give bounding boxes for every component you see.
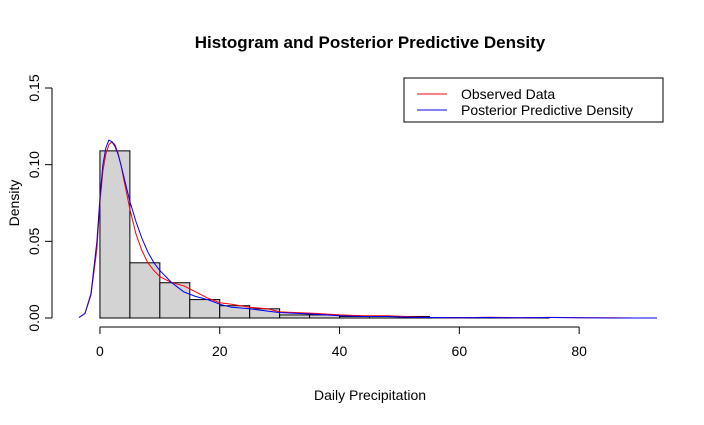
histogram-bar: [249, 308, 281, 319]
legend: Observed Data Posterior Predictive Densi…: [403, 77, 664, 123]
y-tick-label: 0.10: [26, 151, 42, 178]
x-tick-label: 60: [452, 343, 468, 359]
histogram-bar: [279, 314, 311, 319]
histogram-bar: [129, 262, 161, 319]
histogram-bar: [159, 282, 191, 319]
y-axis: 0.00 0.05 0.10 0.15: [26, 74, 53, 332]
x-axis: 0 20 40 60 80: [96, 326, 587, 359]
y-tick-label: 0.00: [26, 304, 42, 331]
histogram-bars: [99, 150, 550, 319]
legend-label-posterior: Posterior Predictive Density: [461, 102, 633, 118]
x-tick-label: 0: [96, 343, 104, 359]
x-tick-label: 40: [332, 343, 348, 359]
legend-box: [403, 77, 664, 123]
x-tick-label: 20: [212, 343, 228, 359]
posterior-density-line: [78, 139, 657, 319]
density-lines: [78, 139, 657, 319]
x-tick-label: 80: [571, 343, 587, 359]
y-tick-label: 0.15: [26, 74, 42, 101]
chart-title: Histogram and Posterior Predictive Densi…: [195, 33, 546, 52]
legend-label-observed: Observed Data: [461, 86, 555, 102]
y-axis-label: Density: [6, 180, 22, 227]
y-tick-label: 0.05: [26, 227, 42, 254]
x-axis-label: Daily Precipitation: [314, 387, 426, 403]
histogram-bar: [99, 150, 131, 319]
